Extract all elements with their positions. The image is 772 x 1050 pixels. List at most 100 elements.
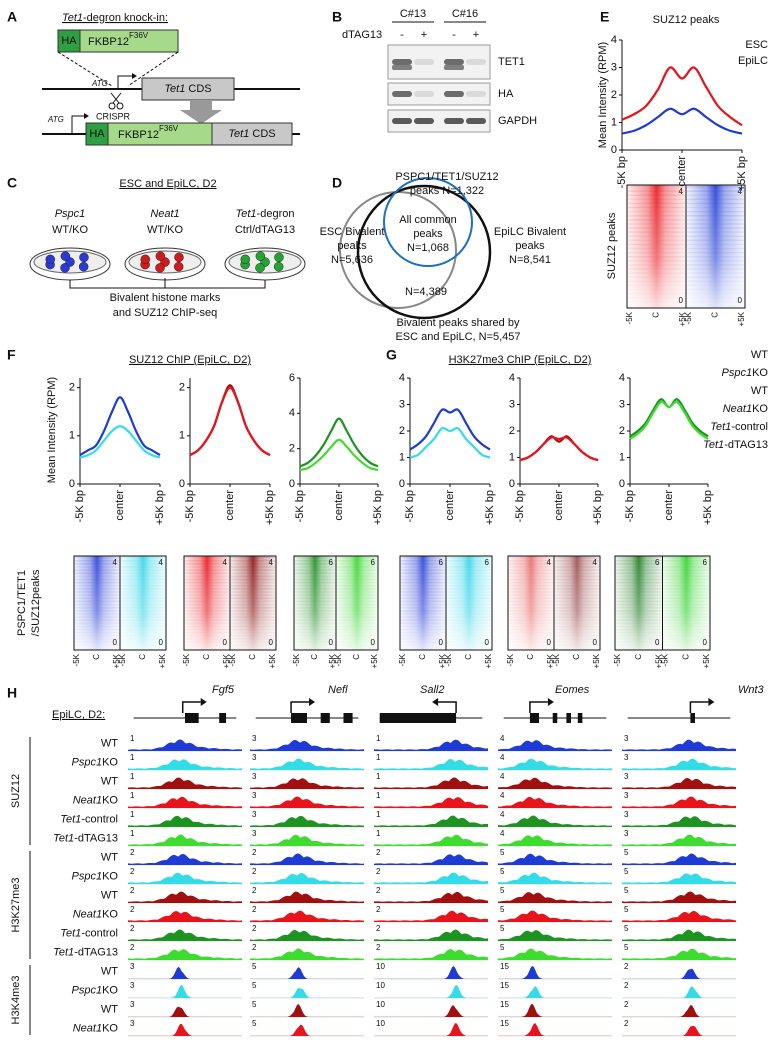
- profile-line: [621, 107, 743, 135]
- track-label: Tet1-control: [60, 813, 118, 825]
- signal-track: [374, 815, 488, 827]
- group-gene: Tet1-degron: [236, 208, 295, 220]
- colorbar-max: 4: [159, 558, 164, 567]
- x-tick-label: center: [224, 490, 236, 521]
- track-label: Tet1-dTAG13: [53, 946, 118, 958]
- signal-track: [128, 1006, 242, 1017]
- track-label: Pspc1KO: [72, 870, 119, 882]
- track-scale: 5: [624, 867, 629, 876]
- heatmap-fade: [446, 556, 492, 650]
- y-tick-label: 4: [509, 372, 515, 384]
- legend-entry: Tet1-control: [710, 421, 768, 433]
- heatmap-x-label: C: [418, 654, 427, 660]
- panel-title: H3K27me3 ChIP (EpiLC, D2): [449, 354, 592, 366]
- track-scale: 5: [500, 867, 505, 876]
- caption: Bivalent histone marks: [110, 292, 221, 304]
- heatmap-x-label: C: [652, 312, 661, 318]
- track-scale: 5: [624, 924, 629, 933]
- track-scale: 3: [252, 791, 257, 800]
- track-scale: 2: [376, 905, 381, 914]
- signal-track: [374, 985, 488, 998]
- heatmap-x-label: C: [711, 312, 720, 318]
- gene-exon: [219, 713, 227, 723]
- gene-exon: [552, 713, 558, 723]
- group-genotype: Ctrl/dTAG13: [235, 224, 295, 236]
- tss-arrow: [117, 75, 132, 89]
- cell: [155, 251, 166, 261]
- profile-line: [409, 426, 491, 459]
- track-scale: 2: [376, 886, 381, 895]
- signal-track: [250, 834, 364, 846]
- heatmap-x-label: +5K: [222, 653, 231, 668]
- track-scale: 1: [376, 810, 381, 819]
- signal-track: [498, 948, 612, 960]
- track-scale: 3: [624, 829, 629, 838]
- y-tick-label: 0: [399, 478, 405, 490]
- track-scale: 10: [376, 962, 385, 971]
- band: [392, 59, 412, 65]
- signal-track: [128, 834, 242, 846]
- signal-track: [498, 796, 612, 808]
- track-scale: 2: [252, 848, 257, 857]
- panel-title: SUZ12 ChIP (EpiLC, D2): [129, 354, 251, 366]
- signal-track: [498, 853, 612, 865]
- track-scale: 1: [130, 753, 135, 762]
- signal-track: [374, 1022, 488, 1036]
- colorbar-max: 6: [485, 558, 490, 567]
- track-scale: 5: [500, 943, 505, 952]
- band: [466, 59, 486, 65]
- x-tick-label: -5K bp: [404, 490, 416, 522]
- track-scale: 1: [376, 734, 381, 743]
- gene-exon: [379, 713, 457, 723]
- track-label: WT: [101, 965, 118, 977]
- band: [392, 65, 412, 70]
- lane-sign: -: [400, 29, 404, 41]
- cell: [274, 252, 284, 263]
- heatmap-x-label: C: [92, 654, 101, 660]
- track-scale: 3: [624, 810, 629, 819]
- track-scale: 5: [500, 924, 505, 933]
- colorbar-max: 4: [547, 558, 552, 567]
- signal-track: [622, 1005, 736, 1017]
- legend-entry: EpiLC: [738, 55, 768, 67]
- signal-track: [128, 759, 242, 770]
- panel-title: Tet1-degron knock-in:: [62, 12, 168, 24]
- y-tick-label: 2: [69, 382, 75, 394]
- clone-label: C#16: [452, 8, 478, 20]
- y-tick-label: 3: [611, 61, 617, 73]
- colorbar-max: 4: [679, 187, 684, 196]
- legend-entry: Pspc1KO: [722, 367, 769, 379]
- profile-line: [79, 425, 161, 459]
- signal-track: [250, 967, 364, 979]
- dash-line: [127, 51, 179, 87]
- y-axis-label: Mean Intensity (RPM): [597, 42, 609, 148]
- heatmap-x-label: +5K: [546, 653, 555, 668]
- gene-exon: [185, 713, 199, 723]
- heatmap-fade: [230, 556, 276, 650]
- venn-label: peaks: [413, 228, 443, 240]
- signal-track: [374, 834, 488, 846]
- track-label: Neat1KO: [73, 794, 119, 806]
- heatmap-x-label: -5K: [398, 653, 407, 666]
- heatmap-label: SUZ12 peaks: [606, 212, 618, 279]
- track-scale: 15: [500, 1019, 509, 1028]
- legend-entry: Neat1KO: [723, 403, 769, 415]
- signal-track: [498, 740, 612, 751]
- venn-pspc1: [383, 177, 473, 267]
- signal-track: [128, 777, 242, 789]
- colorbar-max: 4: [593, 558, 598, 567]
- track-scale: 2: [624, 1000, 629, 1009]
- band: [444, 91, 464, 97]
- y-tick-label: 1: [179, 430, 185, 442]
- track-scale: 4: [500, 734, 505, 743]
- signal-track: [374, 739, 488, 751]
- gene-arrow: [529, 701, 548, 713]
- bracket: [69, 280, 266, 289]
- legend-entry: Tet1-dTAG13: [703, 439, 768, 451]
- x-tick-label: -5K bp: [514, 490, 526, 522]
- signal-track: [374, 949, 488, 960]
- heatmap-x-label: +5K: [438, 653, 447, 668]
- y-tick-label: 1: [619, 451, 625, 463]
- y-tick-label: 4: [619, 372, 625, 384]
- panel-label: D: [332, 175, 342, 191]
